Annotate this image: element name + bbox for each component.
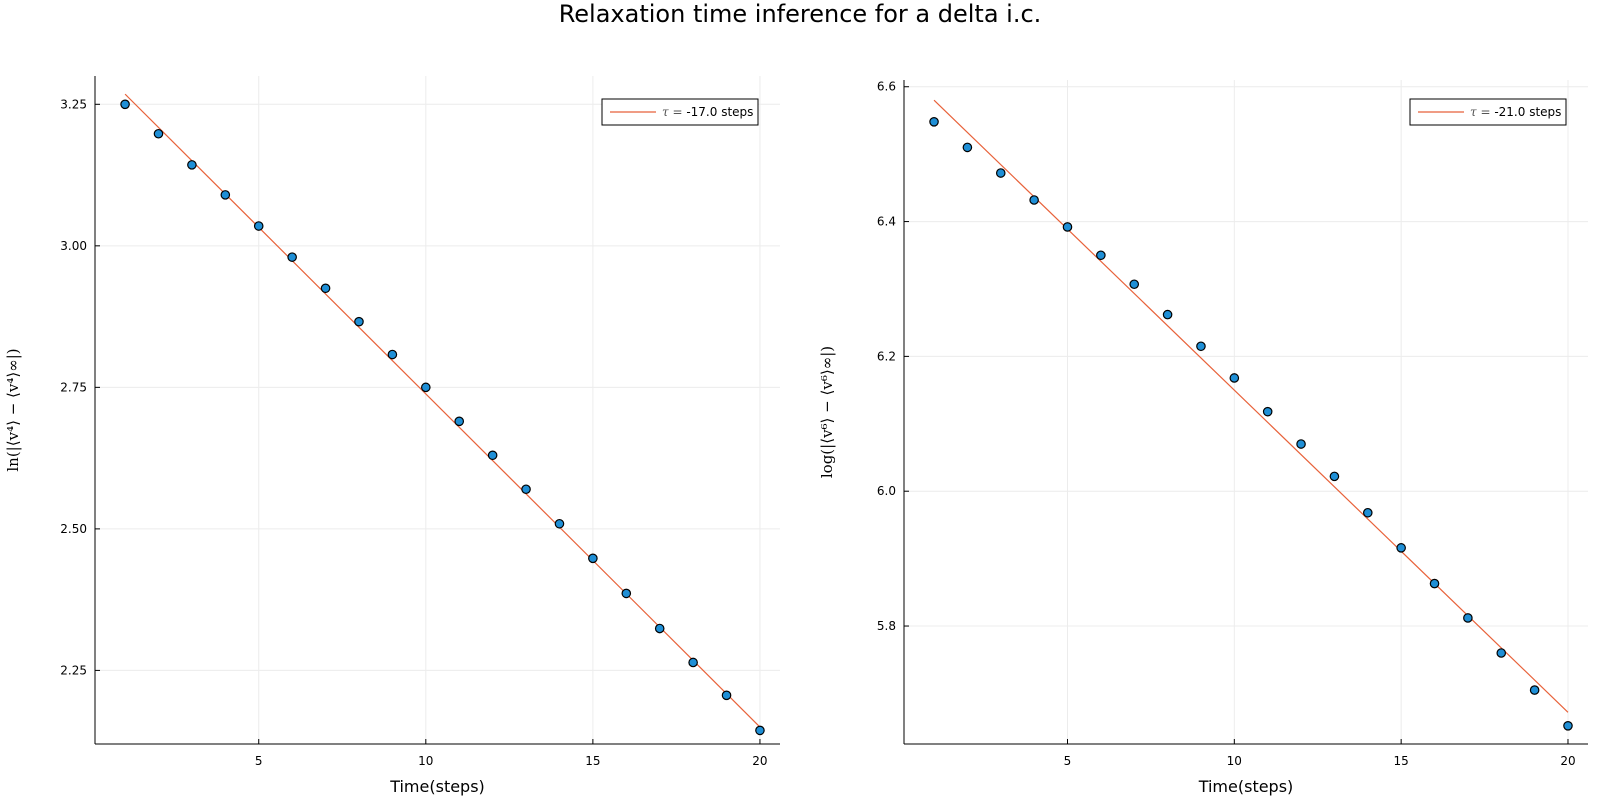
legend-tau-symbol: τ = bbox=[1470, 105, 1491, 119]
data-point bbox=[253, 221, 264, 231]
x-tick-label: 5 bbox=[1064, 754, 1072, 768]
data-point bbox=[287, 252, 297, 262]
data-point bbox=[1262, 406, 1273, 417]
fit-line bbox=[933, 99, 1569, 713]
legend-box bbox=[1409, 98, 1567, 126]
data-point bbox=[187, 160, 197, 170]
data-point bbox=[929, 116, 939, 127]
x-tick-label: 15 bbox=[1394, 754, 1409, 768]
data-point bbox=[1096, 250, 1106, 261]
data-point bbox=[1062, 222, 1073, 232]
data-point bbox=[1229, 373, 1240, 383]
y-tick-label: 6.0 bbox=[877, 484, 896, 498]
data-point bbox=[1029, 195, 1039, 205]
legend-tau-value: -17.0 steps bbox=[683, 105, 754, 119]
data-point bbox=[220, 190, 231, 200]
data-point bbox=[1396, 543, 1406, 553]
data-point bbox=[320, 283, 331, 294]
legend-label: τ = -17.0 steps bbox=[662, 105, 753, 119]
data-point bbox=[521, 484, 531, 495]
data-point bbox=[962, 142, 973, 153]
data-point bbox=[387, 349, 398, 360]
y-axis-label: log(|⟨v⁶⟩ − ⟨v⁶⟩∞|) bbox=[818, 346, 836, 478]
y-tick-label: 3.25 bbox=[60, 97, 87, 111]
data-point bbox=[1129, 279, 1140, 290]
data-point bbox=[153, 128, 164, 139]
y-tick-label: 2.50 bbox=[60, 522, 87, 536]
data-point bbox=[688, 657, 698, 668]
x-tick-label: 5 bbox=[255, 754, 263, 768]
y-tick-label: 2.75 bbox=[60, 380, 87, 394]
y-tick-label: 2.25 bbox=[60, 663, 87, 677]
x-tick-label: 15 bbox=[585, 754, 600, 768]
y-tick-label: 6.4 bbox=[877, 215, 896, 229]
y-axis-label: ln(|⟨v⁴⟩ − ⟨v⁴⟩∞|) bbox=[4, 348, 22, 471]
data-point bbox=[1429, 578, 1440, 589]
data-point bbox=[755, 725, 765, 736]
right-panel: 5 10 15 20 5.8 6.0 6.2 6.4 6.6 Time(steps) log(|⟨v… bbox=[818, 80, 1588, 796]
x-tick-label: 20 bbox=[752, 754, 767, 768]
data-point bbox=[1196, 341, 1206, 352]
fit-line bbox=[124, 93, 761, 728]
data-point bbox=[1296, 439, 1306, 449]
data-point bbox=[721, 690, 732, 701]
y-tick-label: 6.6 bbox=[877, 80, 896, 94]
left-panel: 5 10 15 20 2.25 2.50 2.75 3.00 3.25 Time(steps) ln… bbox=[4, 76, 780, 796]
x-tick-label: 10 bbox=[1227, 754, 1242, 768]
x-tick-label: 20 bbox=[1560, 754, 1575, 768]
y-tick-label: 5.8 bbox=[877, 619, 896, 633]
data-point bbox=[1463, 613, 1473, 623]
data-point bbox=[1329, 471, 1340, 482]
figure-title: Relaxation time inference for a delta i.… bbox=[558, 0, 1042, 28]
data-point bbox=[995, 168, 1006, 178]
data-point bbox=[487, 450, 498, 461]
data-point bbox=[1362, 507, 1373, 518]
y-tick-label: 3.00 bbox=[60, 239, 87, 253]
data-point bbox=[354, 316, 364, 327]
data-point bbox=[588, 553, 598, 564]
y-tick-label: 6.2 bbox=[877, 349, 896, 363]
data-point bbox=[621, 588, 632, 599]
data-point bbox=[1529, 685, 1540, 695]
data-point bbox=[454, 416, 465, 427]
data-point bbox=[1563, 720, 1573, 731]
x-tick-label: 10 bbox=[418, 754, 433, 768]
x-axis-label: Time(steps) bbox=[389, 777, 485, 796]
legend-tau-symbol: τ = bbox=[662, 105, 683, 119]
data-point bbox=[1496, 648, 1507, 658]
data-point bbox=[554, 518, 565, 529]
x-axis-label: Time(steps) bbox=[1198, 777, 1294, 796]
data-point bbox=[654, 623, 665, 634]
data-point bbox=[120, 99, 130, 110]
legend-label: τ = -21.0 steps bbox=[1470, 105, 1561, 119]
legend-tau-value: -21.0 steps bbox=[1491, 105, 1562, 119]
data-point bbox=[1162, 309, 1173, 320]
data-point bbox=[421, 382, 431, 393]
